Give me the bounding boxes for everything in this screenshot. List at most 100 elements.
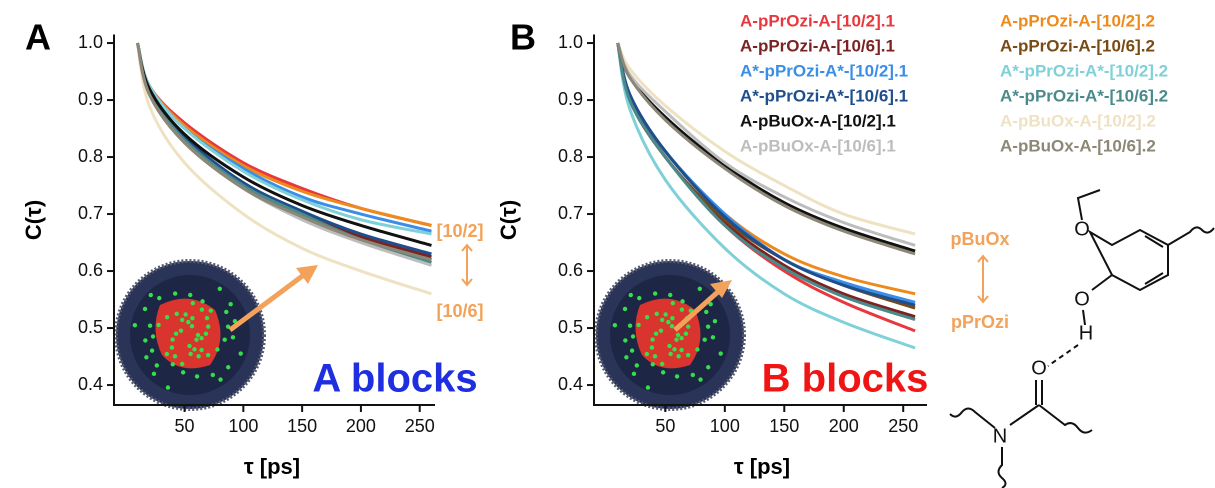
axes [113,34,435,406]
double-arrow [461,243,989,304]
dot [205,352,211,358]
legend-entry: A-pPrOzi-A-[10/2].2 [1000,11,1155,30]
x-axis-label: τ [ps] [734,454,790,479]
dot [652,291,658,296]
dot [629,348,635,353]
dot [179,317,185,323]
dot [228,302,233,307]
dot [718,351,723,356]
legend-entry: A-pPrOzi-A-[10/6].1 [740,36,895,55]
legend-entry: A-pBuOx-A-[10/2].1 [740,111,896,130]
dot [156,322,161,328]
x-tick-label: 200 [829,416,859,436]
dot [670,300,675,306]
legend-entry: A-pBuOx-A-[10/6].1 [740,136,896,155]
atom-label: O [1031,357,1047,379]
dot [180,361,185,367]
dot [653,331,659,336]
dot [650,362,655,367]
dot [649,345,655,350]
dot [663,312,668,317]
annotation: A blocks [312,357,477,401]
data-line [136,42,432,247]
dot [650,337,655,342]
annotation: [10/6] [436,301,483,321]
atom-label: O [1074,288,1090,310]
dot [630,334,636,339]
dot [217,286,222,291]
dot [188,292,193,298]
dot [194,337,199,342]
micelle-illustration [114,259,266,411]
y-tick-label: 0.7 [78,203,103,223]
data-line [136,42,432,256]
y-tick-label: 0.5 [78,317,103,337]
dot [628,292,633,298]
dot [623,338,628,343]
dot [708,302,713,307]
y-axis-label: C(τ) [21,200,46,240]
legend-entry: A*-pPrOzi-A*-[10/2].1 [740,61,908,80]
dot [204,315,210,321]
dot [199,347,204,353]
dot [226,365,231,370]
dot [186,319,191,325]
dot [170,362,175,367]
annotation: B blocks [762,357,929,401]
data-line [136,42,432,296]
y-tick-label: 1.0 [558,32,583,52]
dot [208,308,213,313]
y-tick-label: 0.6 [558,260,583,280]
data-line [136,42,432,262]
dot [172,354,178,359]
dot [210,372,216,378]
dot [199,307,205,312]
dot [705,324,711,329]
y-tick-label: 0.8 [558,146,583,166]
dot [147,323,153,328]
annotation: pBuOx [950,229,1009,249]
legend-entry: A-pBuOx-A-[10/2].2 [1000,111,1156,130]
x-axis-label: τ [ps] [244,454,300,479]
dot [634,363,640,368]
dot [154,363,160,368]
dot [224,309,229,315]
legend-entry: A-pPrOzi-A-[10/6].2 [1000,36,1155,55]
dot [702,337,707,342]
dot [132,323,138,328]
dot [151,371,157,377]
dot [169,345,175,350]
annotation: pPrOzi [951,312,1009,332]
dot [645,385,651,390]
y-tick-label: 0.9 [78,89,103,109]
dot [712,319,718,324]
dot [636,322,641,328]
x-tick-label: 200 [346,416,376,436]
x-tick-label: 250 [888,416,918,436]
dot [675,332,681,338]
dot [178,328,184,333]
data-line [136,42,432,264]
dot [660,370,666,375]
x-tick-label: 150 [769,416,799,436]
dot [706,365,711,370]
dot [150,334,156,339]
dot [199,335,204,341]
dot [218,377,223,382]
dot [680,299,685,304]
dot [144,355,149,360]
dot [148,292,153,298]
dot [188,351,193,357]
dot [170,337,175,342]
dot [652,354,658,359]
dot [238,351,243,356]
dot [143,338,148,343]
legend-entry: A*-pPrOzi-A*-[10/6].2 [1000,86,1168,105]
x-tick-label: 50 [655,416,675,436]
dot [232,319,238,324]
x-tick-label: 50 [175,416,195,436]
dot [654,311,659,317]
dot [668,351,673,357]
dot [631,371,637,377]
dot [149,348,155,353]
